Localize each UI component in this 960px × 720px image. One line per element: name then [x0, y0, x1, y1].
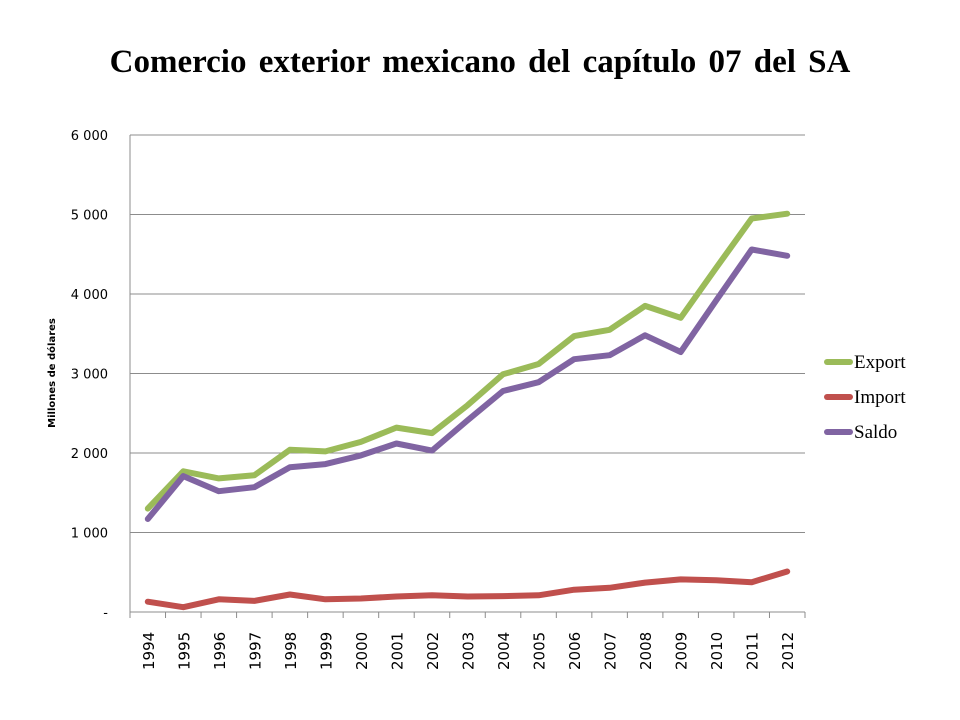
x-tick-label: 2001 [388, 632, 406, 670]
x-tick-label: 1995 [175, 632, 193, 670]
y-tick-label: 1 000 [71, 527, 108, 542]
x-tick-label: 2008 [637, 632, 655, 670]
legend-label-saldo: Saldo [854, 422, 897, 443]
x-tick-labels: 1994 1995 1996 1997 1998 1999 2000 2001 2002 2003… [140, 632, 797, 670]
chart-title: Comercio exterior mexicano del capítulo … [109, 44, 851, 80]
series-lines [144, 210, 791, 611]
x-tick-label: 2007 [602, 632, 620, 670]
x-tick-label: 2006 [566, 632, 584, 670]
x-tick-label: 1997 [246, 632, 264, 670]
gridlines [130, 134, 805, 533]
x-tick-label: 2002 [424, 632, 442, 670]
x-tick-label: 1998 [282, 632, 300, 670]
y-tick-labels: - 1 000 2 000 3 000 4 000 5 000 6 000 [71, 129, 109, 621]
y-tick-label: 3 000 [71, 368, 108, 383]
x-tick-label: 1994 [140, 632, 158, 670]
legend: Export Import Saldo [824, 352, 906, 443]
x-tick-label: 2000 [353, 632, 371, 670]
series-line-import [144, 568, 791, 611]
x-tick-label: 2010 [708, 632, 726, 670]
series-line-export [144, 210, 791, 512]
x-tick-label: 1999 [317, 632, 335, 670]
series-line-saldo [144, 246, 791, 522]
y-tick-label: 5 000 [71, 209, 108, 224]
x-tick-label: 2004 [495, 632, 513, 670]
y-tick-label: - [103, 606, 108, 621]
x-tick-label: 2009 [673, 632, 691, 670]
legend-label-export: Export [854, 352, 906, 373]
y-tick-label: 6 000 [71, 129, 108, 144]
y-tick-label: 2 000 [71, 447, 108, 462]
y-tick-label: 4 000 [71, 288, 108, 303]
x-tick-label: 2012 [779, 632, 797, 670]
x-tick-label: 2011 [744, 632, 762, 670]
x-tick-label: 2003 [460, 632, 478, 670]
x-tick-label: 1996 [211, 632, 229, 670]
y-axis-label: Millones de dólares [46, 318, 58, 428]
x-tick-label: 2005 [531, 632, 549, 670]
legend-label-import: Import [854, 387, 906, 408]
axes [129, 135, 806, 618]
